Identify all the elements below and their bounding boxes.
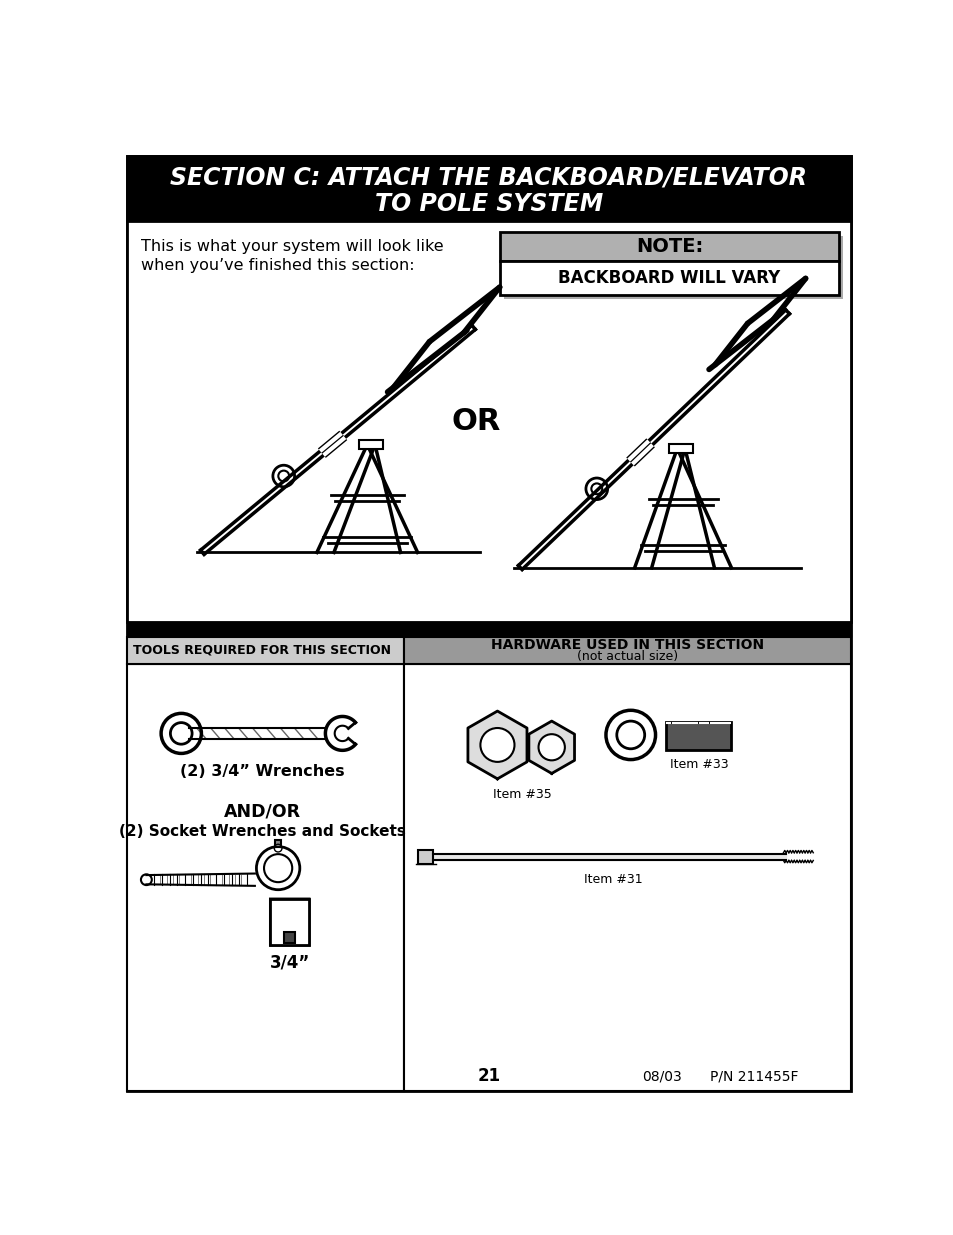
Text: NOTE:: NOTE: — [636, 237, 702, 256]
Circle shape — [480, 727, 514, 762]
Text: 21: 21 — [476, 1067, 500, 1086]
Text: 08/03: 08/03 — [641, 1070, 680, 1083]
Circle shape — [141, 874, 152, 885]
Polygon shape — [528, 721, 574, 773]
Bar — [417, 850, 433, 863]
Text: Item #33: Item #33 — [669, 758, 727, 771]
Text: 3/4”: 3/4” — [270, 953, 310, 972]
Bar — [270, 899, 309, 945]
Text: OR: OR — [451, 408, 500, 436]
Bar — [404, 664, 850, 1092]
Bar — [665, 721, 731, 750]
Bar — [127, 156, 850, 221]
Circle shape — [161, 714, 201, 753]
Bar — [499, 262, 839, 295]
Bar — [127, 221, 850, 621]
Text: AND/OR: AND/OR — [224, 803, 301, 821]
Text: TO POLE SYSTEM: TO POLE SYSTEM — [375, 191, 602, 216]
Text: SECTION C: ATTACH THE BACKBOARD/ELEVATOR: SECTION C: ATTACH THE BACKBOARD/ELEVATOR — [171, 165, 806, 189]
Text: This is what your system will look like: This is what your system will look like — [141, 240, 443, 254]
Text: P/N 211455F: P/N 211455F — [710, 1070, 799, 1083]
Bar — [404, 637, 850, 664]
Circle shape — [605, 710, 655, 760]
Circle shape — [617, 721, 644, 748]
Circle shape — [256, 846, 299, 889]
Text: Item #31: Item #31 — [583, 873, 641, 887]
Bar — [669, 443, 692, 453]
Circle shape — [537, 734, 564, 761]
Bar — [274, 841, 281, 846]
Bar — [127, 621, 850, 637]
Text: (2) 3/4” Wrenches: (2) 3/4” Wrenches — [180, 764, 345, 779]
Text: HARDWARE USED IN THIS SECTION: HARDWARE USED IN THIS SECTION — [491, 637, 763, 652]
Bar — [499, 232, 839, 262]
Text: BACKBOARD WILL VARY: BACKBOARD WILL VARY — [558, 269, 780, 288]
Polygon shape — [467, 711, 526, 779]
Text: (not actual size): (not actual size) — [577, 650, 678, 663]
Bar — [359, 440, 382, 450]
Bar — [503, 236, 842, 299]
Text: TOOLS REQUIRED FOR THIS SECTION: TOOLS REQUIRED FOR THIS SECTION — [132, 643, 391, 657]
Bar — [127, 664, 404, 1092]
Text: (2) Socket Wrenches and Sockets: (2) Socket Wrenches and Sockets — [119, 824, 406, 839]
Text: Item #35: Item #35 — [493, 788, 551, 802]
Bar — [127, 637, 404, 664]
FancyBboxPatch shape — [270, 899, 309, 945]
Text: when you’ve finished this section:: when you’ve finished this section: — [141, 258, 415, 273]
Bar — [284, 932, 294, 942]
